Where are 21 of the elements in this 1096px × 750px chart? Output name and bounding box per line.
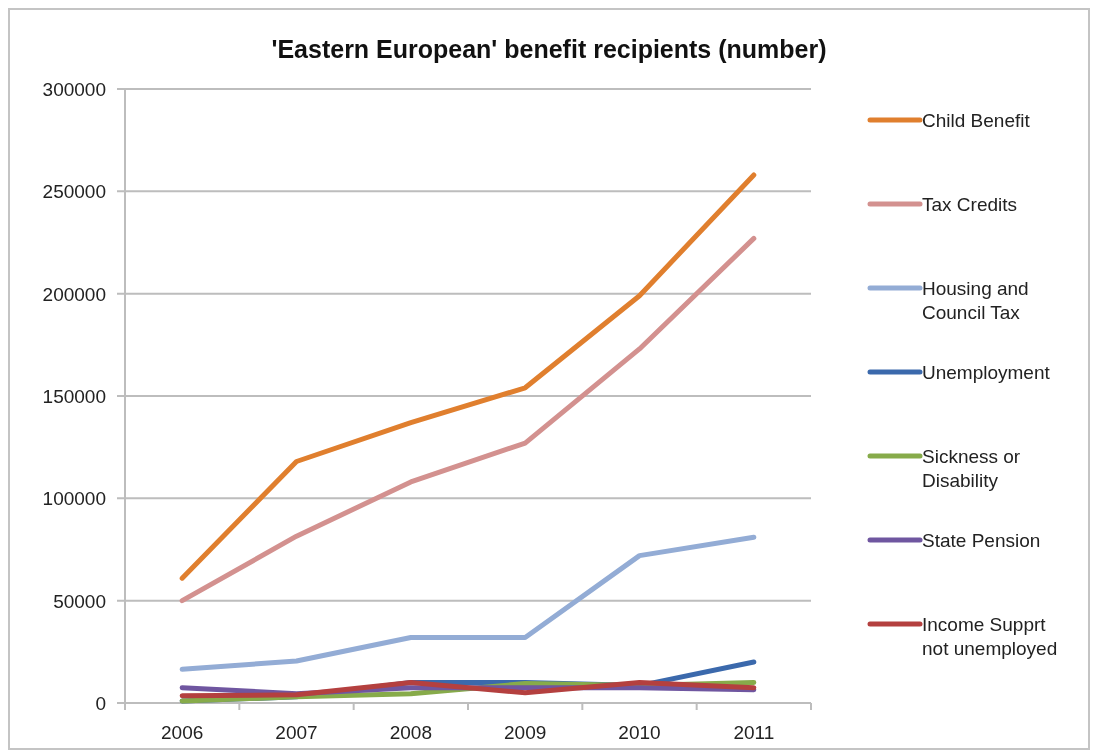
- y-tick-label: 100000: [42, 488, 106, 510]
- chart-title: 'Eastern European' benefit recipients (number): [271, 35, 827, 63]
- legend-label: State Pension: [922, 530, 1041, 551]
- legend-label: Sickness or Disability: [922, 446, 1021, 491]
- legend-label: Tax Credits: [922, 194, 1018, 215]
- legend-label: Housing and Council Tax: [922, 278, 1029, 323]
- legend-label: Child Benefit: [922, 110, 1031, 131]
- x-tick-label: 2007: [275, 722, 318, 743]
- y-tick-label: 150000: [42, 386, 106, 407]
- legend-label: Unemployment: [922, 362, 1051, 383]
- x-tick-label: 2011: [733, 722, 775, 743]
- y-tick-label: 300000: [42, 79, 106, 100]
- x-tick-label: 2010: [618, 722, 661, 743]
- y-tick-label: 250000: [42, 181, 106, 203]
- y-tick-label: 0: [95, 693, 106, 714]
- x-tick-label: 2008: [389, 722, 432, 743]
- y-tick-label: 50000: [53, 590, 106, 612]
- legend-label: Income Supprt not unemployed: [922, 614, 1058, 659]
- x-tick-label: 2006: [161, 722, 204, 743]
- x-tick-label: 2009: [504, 722, 547, 743]
- y-tick-label: 200000: [42, 283, 106, 305]
